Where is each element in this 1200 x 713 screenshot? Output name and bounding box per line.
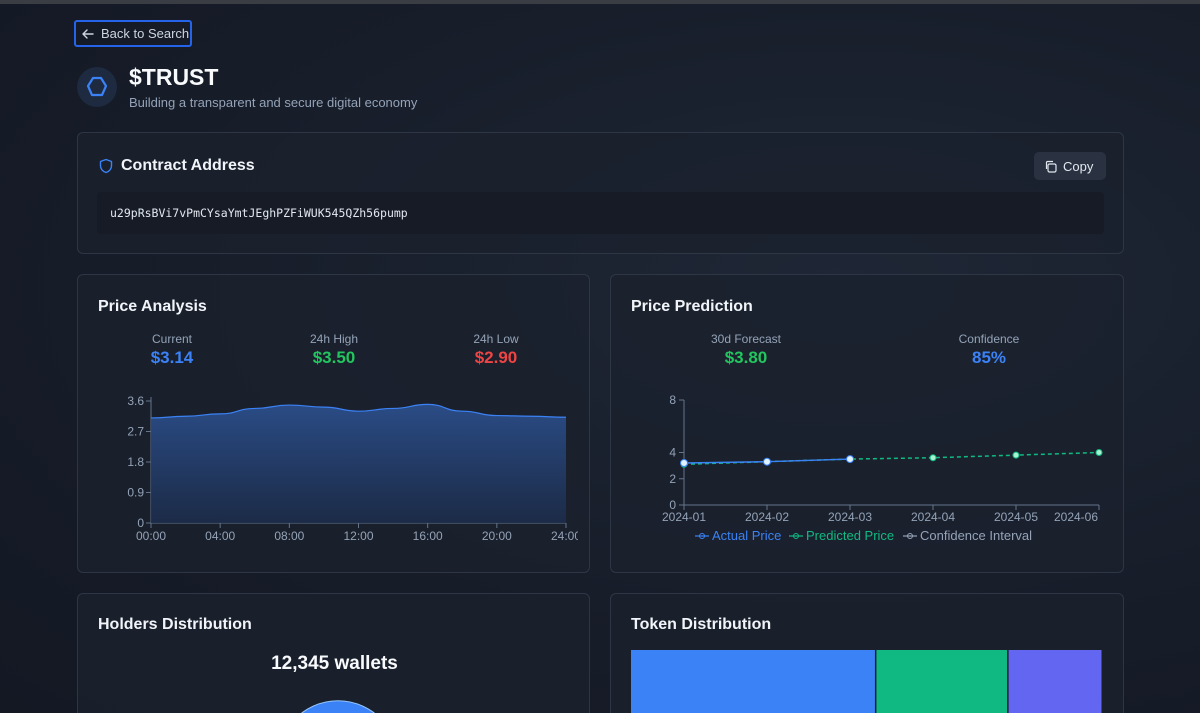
- token-symbol: $TRUST: [129, 64, 219, 90]
- price-line: [150, 403, 567, 419]
- y-tick-label: 2: [669, 472, 676, 486]
- stat-24h-high-label: 24h High: [309, 332, 359, 346]
- token-distribution-block: [876, 650, 1008, 713]
- price-area-fill: [151, 404, 566, 523]
- y-tick-label: 4: [669, 446, 676, 460]
- stat-confidence-value: 85%: [971, 348, 1007, 367]
- back-to-search-button[interactable]: Back to Search: [74, 20, 192, 47]
- x-tick-label: 2024-01: [662, 510, 706, 524]
- actual-price-point: [763, 457, 771, 466]
- holders-distribution-title: Holders Distribution: [98, 616, 252, 633]
- stat-24h-low: 24h Low $2.90: [436, 332, 556, 368]
- token-distribution-card: Token Distribution: [610, 593, 1124, 713]
- hexagon-logo-icon: [86, 76, 108, 97]
- x-tick-label: 2024-04: [911, 510, 955, 524]
- actual-price-point: [846, 455, 854, 464]
- stat-24h-low-value: $2.90: [474, 348, 518, 367]
- token-distribution-title: Token Distribution: [631, 616, 772, 633]
- contract-address-title: Contract Address: [121, 157, 255, 174]
- x-tick-label: 08:00: [274, 529, 304, 543]
- legend-marker-icon: [793, 533, 799, 539]
- token-distribution-treemap: [631, 650, 1102, 713]
- y-tick-label: 0: [669, 498, 676, 512]
- holders-pie-chart: [301, 700, 375, 713]
- x-tick-label: 24:00: [551, 529, 578, 543]
- stat-confidence-label: Confidence: [958, 332, 1020, 346]
- x-tick-label: 16:00: [413, 529, 443, 543]
- stat-24h-low-label: 24h Low: [473, 332, 519, 346]
- predicted-price-point: [1012, 451, 1020, 459]
- y-tick-label: 8: [669, 393, 676, 407]
- stat-confidence: Confidence 85%: [929, 332, 1049, 368]
- x-tick-label: 00:00: [136, 529, 166, 543]
- x-tick-label: 04:00: [205, 529, 235, 543]
- price-area-chart: 0 0.9 1.8 2.7 3.6 00:00 04:00 08:00 12:00 16:00 20…: [127, 394, 578, 543]
- x-tick-label: 2024-05: [994, 510, 1038, 524]
- holders-distribution-card: Holders Distribution 12,345 wallets: [77, 593, 590, 713]
- token-distribution-block: [1008, 650, 1102, 713]
- contract-address-value[interactable]: u29pRsBVi7vPmCYsaYmtJEghPZFiWUK545QZh56p…: [97, 192, 1104, 234]
- stat-24h-high: 24h High $3.50: [274, 332, 394, 368]
- predicted-price-line: [683, 451, 1100, 466]
- stat-current-value: $3.14: [150, 348, 194, 367]
- legend-marker-icon: [907, 533, 913, 539]
- pie-slice: [301, 700, 375, 713]
- legend-label: Predicted Price: [806, 528, 894, 543]
- stat-30d-forecast: 30d Forecast $3.80: [686, 332, 806, 368]
- legend-marker-icon: [699, 533, 705, 539]
- stat-30d-forecast-label: 30d Forecast: [710, 332, 782, 346]
- predicted-price-point: [929, 454, 937, 462]
- contract-address-card: Contract Address Copy u29pRsBVi7vPmCYsaY…: [77, 132, 1124, 254]
- price-prediction-chart: 0 2 4 8 2024-01 2024-02 2024-03 2024-04 2024-05 2…: [662, 393, 1103, 543]
- price-prediction-title: Price Prediction: [631, 298, 753, 315]
- y-tick-label: 0.9: [127, 486, 144, 500]
- token-logo: [77, 67, 117, 107]
- price-analysis-title: Price Analysis: [98, 298, 207, 315]
- copy-button-label: Copy: [1063, 158, 1094, 174]
- legend-label: Confidence Interval: [920, 528, 1032, 543]
- predicted-price-point: [1095, 449, 1103, 456]
- x-tick-label: 2024-06: [1054, 510, 1098, 524]
- copy-button[interactable]: Copy: [1034, 152, 1106, 180]
- token-distribution-block: [631, 650, 875, 713]
- stat-30d-forecast-value: $3.80: [724, 348, 768, 367]
- y-tick-label: 0: [137, 516, 144, 530]
- y-tick-label: 2.7: [127, 425, 144, 439]
- x-tick-label: 12:00: [343, 529, 373, 543]
- y-tick-label: 1.8: [127, 455, 144, 469]
- stat-24h-high-value: $3.50: [312, 348, 356, 367]
- wallets-count: 12,345 wallets: [271, 653, 398, 674]
- token-description: Building a transparent and secure digita…: [129, 95, 418, 110]
- window-top-border: [0, 0, 1200, 4]
- back-button-label: Back to Search: [101, 26, 190, 41]
- copy-icon: [1045, 160, 1057, 173]
- legend-label: Actual Price: [712, 528, 781, 543]
- shield-icon: [99, 158, 113, 174]
- stat-current: Current $3.14: [112, 332, 232, 368]
- actual-price-point: [680, 459, 688, 467]
- price-prediction-card: Price Prediction 30d Forecast $3.80 Conf…: [610, 274, 1124, 573]
- stat-current-label: Current: [151, 332, 192, 346]
- x-tick-label: 20:00: [482, 529, 512, 543]
- x-tick-label: 2024-03: [828, 510, 872, 524]
- y-tick-label: 3.6: [127, 394, 144, 408]
- price-analysis-card: Price Analysis Current $3.14 24h High $3…: [77, 274, 590, 573]
- arrow-left-icon: [82, 28, 94, 39]
- x-tick-label: 2024-02: [745, 510, 789, 524]
